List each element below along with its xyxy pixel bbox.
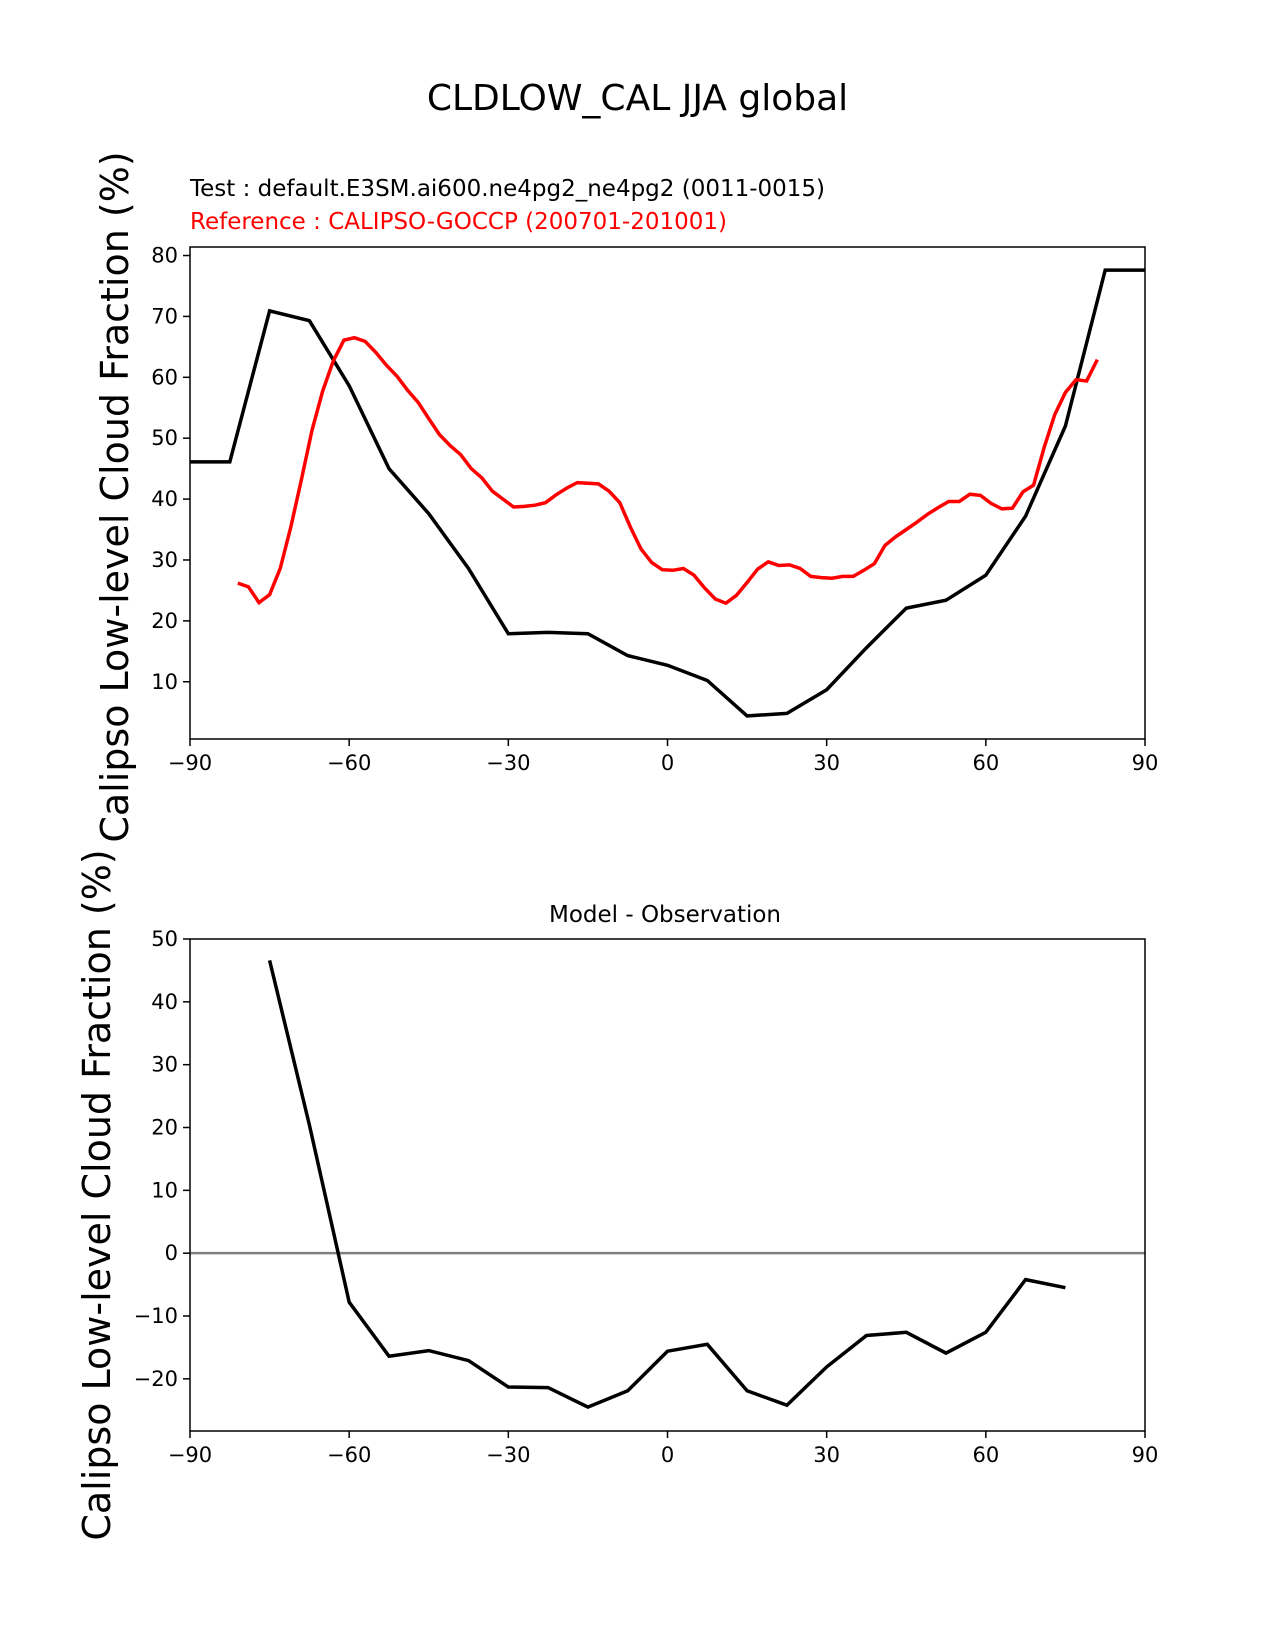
bottom-x-tick-label: −60 [327,1443,371,1467]
bottom-y-tick-label: 0 [165,1241,178,1265]
top-panel: Test : default.E3SM.ai600.ne4pg2_ne4pg2 … [93,151,1158,842]
bottom-x-tick-label: 30 [813,1443,840,1467]
top-y-tick-label: 10 [151,670,178,694]
top-x-tick-label: −30 [486,751,530,775]
top-y-tick-label: 60 [151,365,178,389]
top-series-reference [237,335,1099,606]
bottom-panel-title: Model - Observation [549,902,781,928]
bottom-y-tick-label: −10 [134,1304,178,1328]
bottom-y-tick-label: 40 [151,990,178,1014]
bottom-y-tick-label: −20 [134,1367,178,1391]
top-x-tick-label: 0 [661,751,674,775]
top-y-axis-label: Calipso Low-level Cloud Fraction (%) [93,151,137,842]
bottom-series-difference [267,959,1066,1410]
bottom-x-tick-label: 90 [1132,1443,1159,1467]
top-y-tick-label: 80 [151,244,178,268]
top-x-tick-label: 60 [972,751,999,775]
top-x-tick-label: 90 [1132,751,1159,775]
reference-label: Reference : CALIPSO-GOCCP (200701-201001… [190,209,727,235]
bottom-y-axis-label: Calipso Low-level Cloud Fraction (%) [75,849,119,1540]
bottom-y-tick-label: 50 [151,927,178,951]
top-x-tick-label: −90 [168,751,212,775]
bottom-x-tick-label: 0 [661,1443,674,1467]
bottom-y-tick-label: 20 [151,1116,178,1140]
bottom-panel: Model - Observation Calipso Low-level Cl… [75,849,1158,1540]
top-x-tick-label: 30 [813,751,840,775]
top-y-tick-label: 40 [151,487,178,511]
bottom-x-tick-label: −90 [168,1443,212,1467]
bottom-y-tick-label: 10 [151,1178,178,1202]
bottom-x-tick-label: 60 [972,1443,999,1467]
top-y-tick-label: 70 [151,304,178,328]
bottom-y-tick-label: 30 [151,1053,178,1077]
top-y-tick-label: 30 [151,548,178,572]
top-y-tick-label: 20 [151,609,178,633]
test-label: Test : default.E3SM.ai600.ne4pg2_ne4pg2 … [189,176,825,202]
top-x-tick-label: −60 [327,751,371,775]
top-y-tick-label: 50 [151,426,178,450]
top-series-test [190,268,1145,718]
figure-title: CLDLOW_CAL JJA global [427,78,848,119]
bottom-x-tick-label: −30 [486,1443,530,1467]
